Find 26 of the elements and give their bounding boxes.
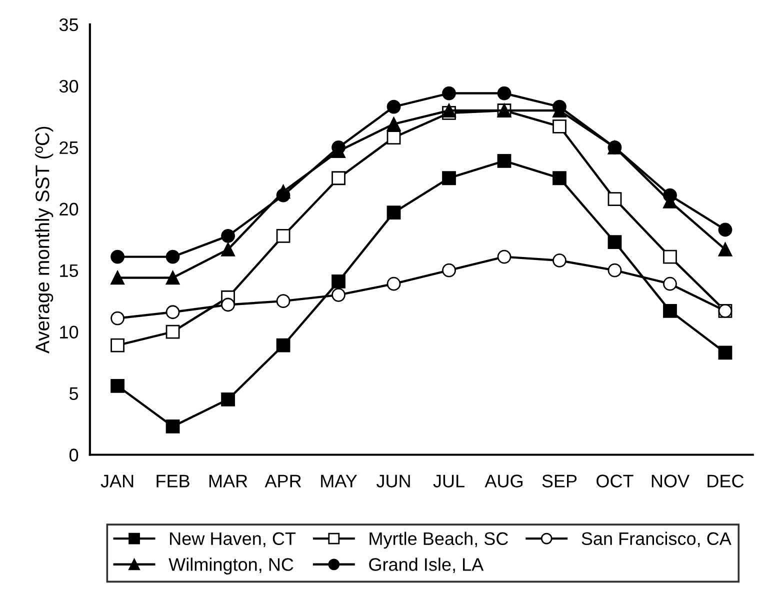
y-tick-label: 15 — [60, 264, 78, 278]
x-tick-label: AUG — [484, 474, 522, 488]
x-tick-label: OCT — [596, 474, 634, 488]
x-tick-label: JUN — [376, 474, 410, 488]
legend-label: Wilmington, NC — [168, 558, 294, 574]
x-tick-label: FEB — [156, 474, 190, 488]
x-tick-label: APR — [264, 474, 301, 488]
y-tick-label: 25 — [60, 141, 78, 154]
legend-label: Grand Isle, LA — [369, 558, 484, 574]
x-tick-label: NOV — [652, 474, 690, 488]
x-tick-label: MAY — [321, 474, 358, 488]
y-axis-title: Average monthly SST (ºC) — [35, 126, 54, 354]
y-tick-label: 20 — [60, 202, 78, 216]
legend-label: San Francisco, CA — [582, 532, 732, 548]
x-tick-label: MAR — [209, 474, 248, 488]
y-tick-label: 30 — [59, 80, 78, 93]
y-tick-label: 5 — [69, 387, 78, 400]
x-tick-label: JUL — [433, 474, 464, 488]
y-tick-label: 35 — [59, 18, 78, 32]
legend-label: New Haven, CT — [170, 532, 296, 548]
x-tick-label: JAN — [100, 474, 134, 488]
y-tick-label: 10 — [60, 326, 78, 339]
legend-label: Myrtle Beach, SC — [370, 532, 508, 549]
y-tick-label: 0 — [69, 448, 78, 462]
x-tick-label: SEP — [542, 474, 577, 488]
x-tick-label: DEC — [708, 474, 744, 488]
